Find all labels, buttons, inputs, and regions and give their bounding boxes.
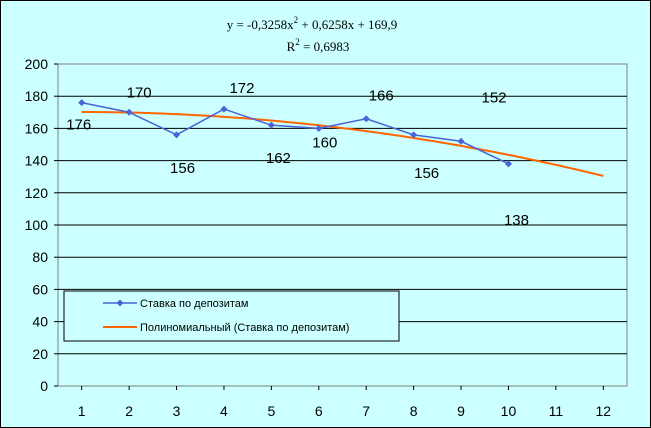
legend-trend-label: Полиномиальный (Ставка по депозитам) — [140, 322, 349, 334]
trendline — [81, 110, 604, 177]
legend-series-marker — [116, 299, 124, 307]
data-label: 138 — [504, 212, 529, 229]
y-tick-label: 100 — [25, 217, 49, 233]
data-label: 160 — [312, 134, 337, 151]
r-squared: R2 = 0,6983 — [287, 37, 350, 54]
y-tick-label: 120 — [25, 185, 49, 201]
y-tick-label: 40 — [32, 314, 48, 330]
data-label: 166 — [369, 88, 394, 105]
data-label: 152 — [482, 89, 507, 106]
x-tick-label: 8 — [410, 403, 418, 419]
y-tick-label: 20 — [32, 346, 48, 362]
x-tick-label: 2 — [125, 403, 133, 419]
deposit-rate-series — [78, 99, 512, 168]
data-label: 172 — [229, 80, 254, 97]
x-tick-label: 6 — [315, 403, 323, 419]
legend-series-label: Ставка по депозитам — [140, 298, 248, 310]
y-tick-label: 0 — [40, 378, 48, 394]
series-line — [81, 101, 509, 165]
trendline-series — [81, 110, 604, 177]
data-label: 176 — [66, 117, 91, 134]
y-tick-label: 140 — [25, 153, 49, 169]
data-point — [315, 124, 323, 132]
x-tick-label: 5 — [267, 403, 275, 419]
x-axis-ticks: 1 2 3 4 5 6 7 8 9 10 11 12 — [78, 386, 611, 419]
y-axis-ticks: 0 20 40 60 80 100 120 140 160 180 200 — [25, 56, 58, 394]
data-point — [457, 137, 465, 145]
data-label: 162 — [266, 150, 291, 167]
x-tick-label: 10 — [501, 403, 517, 419]
data-point — [410, 131, 418, 139]
data-label: 156 — [414, 165, 439, 182]
data-label: 156 — [170, 160, 195, 177]
y-tick-label: 160 — [25, 120, 49, 136]
legend: Ставка по депозитам Полиномиальный (Став… — [63, 290, 400, 342]
data-point — [504, 160, 512, 168]
x-tick-label: 12 — [596, 403, 612, 419]
y-tick-label: 180 — [25, 88, 49, 104]
x-tick-label: 3 — [173, 403, 181, 419]
data-labels: 176 170 156 172 162 160 166 156 152 138 — [66, 80, 529, 229]
x-tick-label: 1 — [78, 403, 86, 419]
y-tick-label: 60 — [32, 281, 48, 297]
data-point — [220, 105, 228, 113]
data-point — [173, 131, 181, 139]
x-tick-label: 9 — [457, 403, 465, 419]
data-point — [125, 108, 133, 116]
x-tick-label: 7 — [362, 403, 370, 419]
x-tick-label: 11 — [549, 403, 564, 419]
y-tick-label: 80 — [32, 249, 48, 265]
legend-box — [63, 290, 400, 342]
trend-equation: y = -0,3258x2 + 0,6258x + 169,9 — [227, 15, 398, 32]
data-point — [267, 121, 275, 129]
data-label: 170 — [127, 84, 152, 101]
data-point — [362, 115, 370, 123]
y-tick-label: 200 — [25, 56, 49, 72]
data-point — [78, 99, 86, 107]
x-tick-label: 4 — [220, 403, 228, 419]
